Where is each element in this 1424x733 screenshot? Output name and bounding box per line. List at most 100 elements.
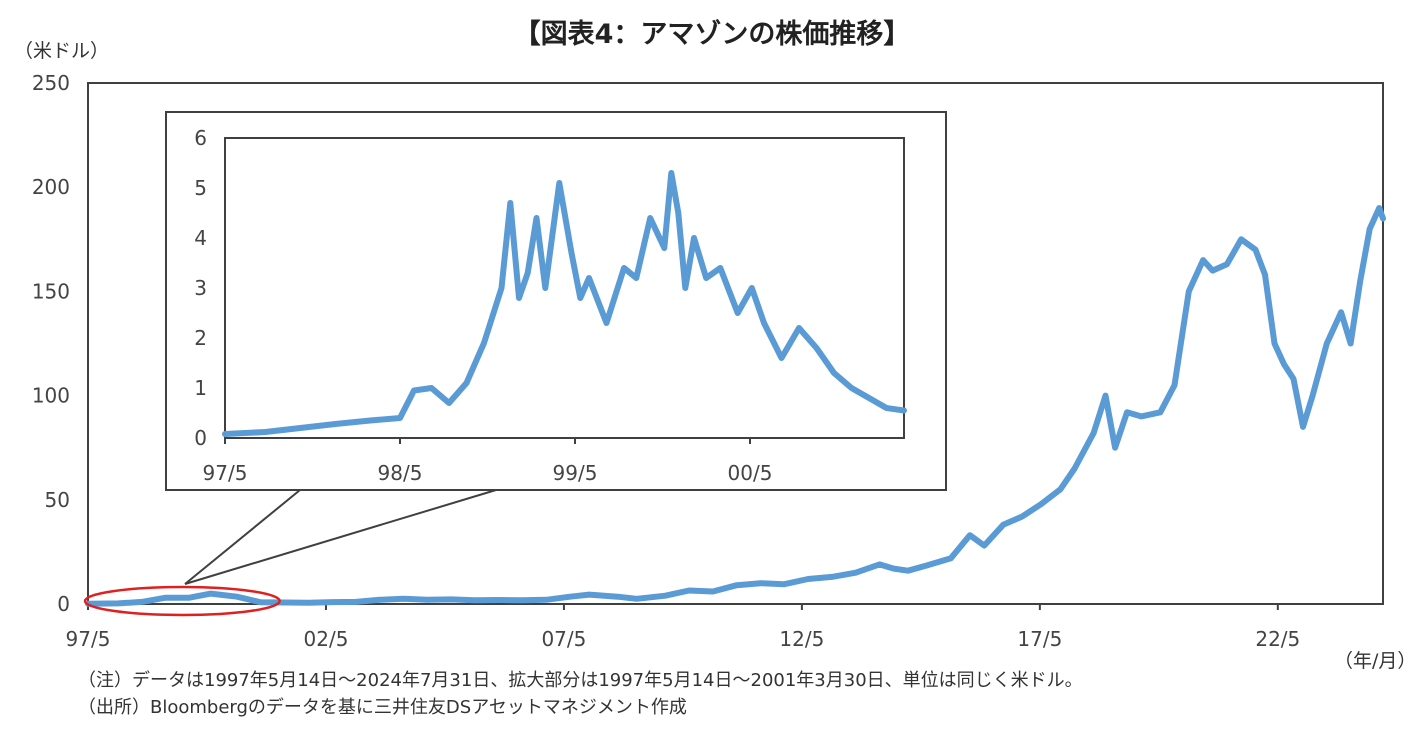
main-chart-data-point [686, 587, 692, 593]
main-chart-data-point [282, 600, 288, 606]
main-chart-data-point [948, 555, 954, 561]
main-chart-data-point [1238, 236, 1244, 242]
inset-chart-data-point [446, 400, 452, 406]
main-chart-x-tick-label: 17/5 [1017, 627, 1062, 651]
main-chart-data-point [1271, 341, 1277, 346]
main-chart-data-point [710, 588, 716, 594]
main-chart-x-tick-label: 12/5 [779, 627, 824, 651]
inset-chart-data-point [542, 285, 548, 291]
callout-line-right [184, 489, 497, 585]
inset-chart-data-point [621, 265, 627, 271]
main-chart-data-point [1338, 309, 1344, 315]
main-chart-y-tick-label: 100 [32, 384, 70, 408]
main-chart-data-point [1376, 205, 1382, 211]
main-chart-data-point [401, 596, 407, 602]
main-chart-data-point [1019, 513, 1025, 519]
inset-chart-data-point [849, 385, 854, 391]
inset-chart-data-point [682, 285, 688, 291]
inset-chart-data-point [779, 355, 784, 361]
main-chart-data-point [567, 594, 573, 600]
main-chart-data-point [662, 593, 668, 599]
inset-chart-data-point [464, 380, 469, 386]
main-chart-data-point [543, 597, 549, 603]
main-chart-y-tick-label: 250 [32, 71, 70, 95]
main-chart-data-point [1124, 409, 1130, 415]
inset-chart-data-point [507, 200, 513, 206]
main-chart-data-point [1057, 486, 1063, 492]
inset-chart-plot-frame [224, 137, 905, 439]
main-chart-data-point [586, 592, 592, 598]
inset-chart-data-point [397, 415, 403, 421]
footnote-note: （注）データは1997年5月14日～2024年7月31日、拡大部分は1997年5… [78, 670, 1083, 691]
main-chart-data-point [1281, 361, 1287, 367]
main-chart-x-tick-label: 07/5 [541, 627, 586, 651]
inset-chart-data-point [556, 180, 562, 186]
main-chart-data-point [1200, 257, 1206, 263]
main-chart-data-point [1348, 341, 1354, 346]
inset-chart-data-point [262, 429, 268, 435]
main-chart-data-point [981, 543, 987, 549]
main-chart-data-point [634, 596, 640, 602]
main-chart-data-point [1300, 424, 1306, 430]
inset-chart-y-tick-label: 4 [194, 226, 207, 250]
main-chart-data-point [1091, 430, 1097, 436]
main-chart-data-point [258, 599, 264, 605]
inset-chart-data-point [367, 418, 373, 423]
main-chart-data-point [1000, 522, 1006, 528]
main-chart-data-point [1357, 278, 1363, 284]
main-chart-data-point [757, 580, 763, 586]
main-chart-data-point [208, 591, 214, 597]
main-chart-data-point [163, 595, 169, 601]
main-chart-data-point [115, 600, 121, 606]
inset-chart-data-point [332, 421, 338, 427]
main-chart-data-point [1038, 501, 1044, 507]
main-chart-data-point [1157, 409, 1163, 415]
main-chart-data-point [891, 566, 897, 572]
main-chart-data-point [876, 561, 882, 567]
main-chart-data-point [377, 597, 383, 603]
inset-chart-x-tick-label: 00/5 [728, 461, 773, 485]
main-chart-data-point [305, 600, 311, 606]
inset-chart-data-point [703, 275, 709, 281]
y-axis-unit: （米ドル） [14, 40, 110, 62]
inset-chart-y-tick-label: 1 [194, 376, 207, 400]
inset-chart-data-point [761, 320, 767, 326]
main-chart-y-tick-label: 50 [45, 488, 70, 512]
inset-chart-y-tick-label: 5 [194, 176, 207, 200]
inset-chart-data-point [814, 345, 819, 351]
inset-chart-data-point [691, 235, 697, 241]
main-chart-data-point [853, 570, 859, 576]
inset-chart-data-point [796, 325, 802, 331]
main-chart-data-point [353, 599, 359, 605]
zoom-highlight-ellipse [83, 585, 281, 617]
main-chart-y-tick-label: 150 [32, 279, 70, 303]
main-chart-y-tick-label: 0 [57, 592, 70, 616]
inset-chart-data-point [749, 285, 755, 291]
main-chart-data-point [1262, 272, 1268, 278]
main-chart-data-point [1224, 261, 1230, 267]
inset-chart-data-point [604, 320, 609, 326]
main-chart-x-tick-label: 22/5 [1255, 627, 1300, 651]
inset-chart-data-point [297, 425, 303, 431]
inset-chart-data-point [831, 370, 837, 376]
footnote-source: （出所）Bloombergのデータを基に三井住友DSアセットマネジメント作成 [78, 697, 687, 718]
inset-chart-y-tick-label: 3 [194, 276, 207, 300]
inset-chart-data-point [516, 295, 522, 301]
inset-chart-y-tick-label: 6 [194, 126, 207, 150]
main-chart-data-point [424, 597, 430, 603]
main-chart-data-point [805, 576, 811, 582]
main-chart-data-point [1112, 445, 1118, 451]
inset-chart-y-tick-label: 0 [194, 426, 207, 450]
main-chart-data-point [1138, 413, 1144, 419]
inset-chart-x-tick-label: 99/5 [553, 461, 598, 485]
main-chart-data-point [967, 532, 973, 538]
chart-title: 【図表4：アマゾンの株価推移】 [513, 19, 911, 50]
main-chart-data-point [520, 597, 526, 603]
main-chart-data-point [905, 568, 911, 574]
main-chart-data-point [496, 597, 502, 603]
inset-chart-data-point [675, 210, 681, 216]
main-chart-data-point [1252, 247, 1258, 253]
main-chart-y-tick-label: 200 [32, 175, 70, 199]
main-chart-data-point [1103, 393, 1109, 399]
inset-chart-data-point [866, 395, 872, 401]
